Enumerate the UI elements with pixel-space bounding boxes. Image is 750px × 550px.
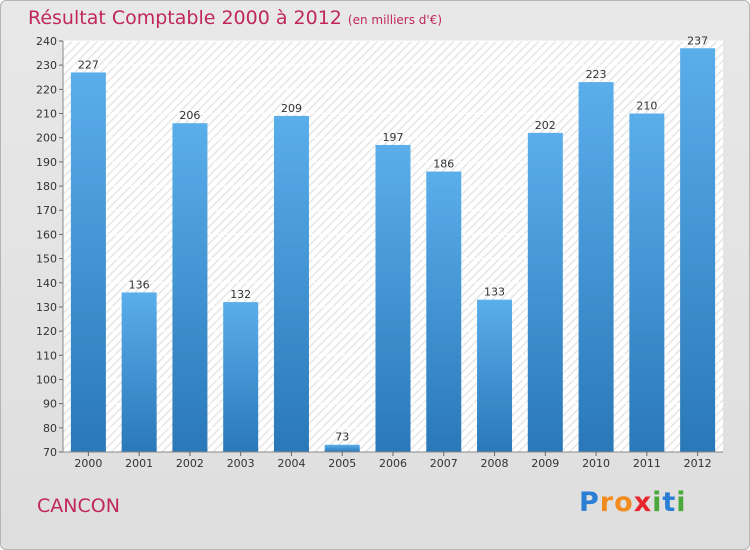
proxiti-logo: Proxiti	[579, 487, 687, 518]
logo-letter: r	[599, 487, 615, 518]
data-label: 133	[484, 286, 505, 299]
y-tick-label: 210	[36, 108, 57, 121]
y-tick-label: 200	[36, 132, 57, 145]
y-tick-label: 180	[36, 180, 57, 193]
x-tick-label: 2007	[430, 457, 458, 470]
bar-2011	[629, 113, 665, 452]
y-tick-label: 110	[36, 349, 57, 362]
x-tick-label: 2005	[328, 457, 356, 470]
y-tick-label: 120	[36, 325, 57, 338]
bar-2003	[223, 302, 259, 452]
x-tick-label: 2001	[125, 457, 153, 470]
bar-2001	[121, 292, 157, 452]
logo-letter: P	[579, 487, 600, 518]
bar-2006	[375, 144, 411, 453]
x-tick-label: 2008	[481, 457, 509, 470]
bar-2004	[273, 115, 309, 453]
y-tick-label: 90	[43, 398, 57, 411]
data-label: 206	[179, 109, 200, 122]
data-label: 227	[78, 58, 99, 71]
x-tick-label: 2002	[176, 457, 204, 470]
logo-letter: i	[652, 487, 663, 518]
y-tick-label: 140	[36, 277, 57, 290]
bar-2010	[578, 82, 614, 452]
y-tick-label: 100	[36, 373, 57, 386]
chart-subtitle: (en milliers d'€)	[347, 13, 443, 27]
logo-letter: t	[662, 487, 677, 518]
data-label: 73	[335, 431, 349, 444]
data-label: 186	[433, 158, 454, 171]
y-tick-label: 230	[36, 59, 57, 72]
data-label: 202	[535, 119, 556, 132]
chart-title: Résultat Comptable 2000 à 2012 (en millie…	[28, 7, 442, 29]
bar-2012	[680, 48, 716, 453]
data-label: 136	[129, 278, 150, 291]
y-tick-label: 240	[36, 35, 57, 48]
bar-2002	[172, 123, 208, 452]
x-tick-label: 2010	[582, 457, 610, 470]
logo-letter: o	[614, 487, 634, 518]
bar-2005	[324, 444, 360, 452]
x-tick-label: 2009	[531, 457, 559, 470]
logo-letter: x	[633, 487, 653, 518]
bars	[70, 48, 716, 453]
bar-2009	[527, 132, 563, 452]
data-label: 210	[636, 100, 657, 113]
x-axis: 2000 2001 2002 2003 2004 2005 2006 2007 2008 2009…	[63, 451, 723, 470]
logo-letter: i	[676, 487, 687, 518]
x-tick-label: 2000	[74, 457, 102, 470]
x-tick-label: 2011	[633, 457, 661, 470]
x-tick-label: 2004	[277, 457, 305, 470]
y-tick-label: 70	[43, 446, 57, 459]
x-tick-label: 2012	[684, 457, 712, 470]
data-labels: 227 136 206 132 209 73 197 186 133 202 223 210 237	[78, 34, 708, 443]
data-label: 237	[687, 34, 708, 47]
city-name: CANCON	[37, 495, 120, 517]
y-tick-label: 130	[36, 301, 57, 314]
y-tick-label: 190	[36, 156, 57, 169]
y-tick-label: 160	[36, 228, 57, 241]
data-label: 209	[281, 102, 302, 115]
y-tick-label: 170	[36, 204, 57, 217]
x-tick-label: 2003	[227, 457, 255, 470]
bar-2000	[70, 72, 106, 452]
y-tick-label: 220	[36, 83, 57, 96]
y-axis: 70 80 90 100 110 120 130 140 150 160 170 180 190 200 2…	[36, 35, 64, 459]
y-tick-label: 150	[36, 253, 57, 266]
data-label: 132	[230, 288, 251, 301]
title-text: Résultat Comptable 2000 à 2012	[28, 7, 342, 29]
data-label: 223	[586, 68, 607, 81]
data-label: 197	[383, 131, 404, 144]
x-tick-label: 2006	[379, 457, 407, 470]
y-tick-label: 80	[43, 422, 57, 435]
bar-2008	[477, 299, 513, 452]
bar-2007	[426, 171, 462, 452]
